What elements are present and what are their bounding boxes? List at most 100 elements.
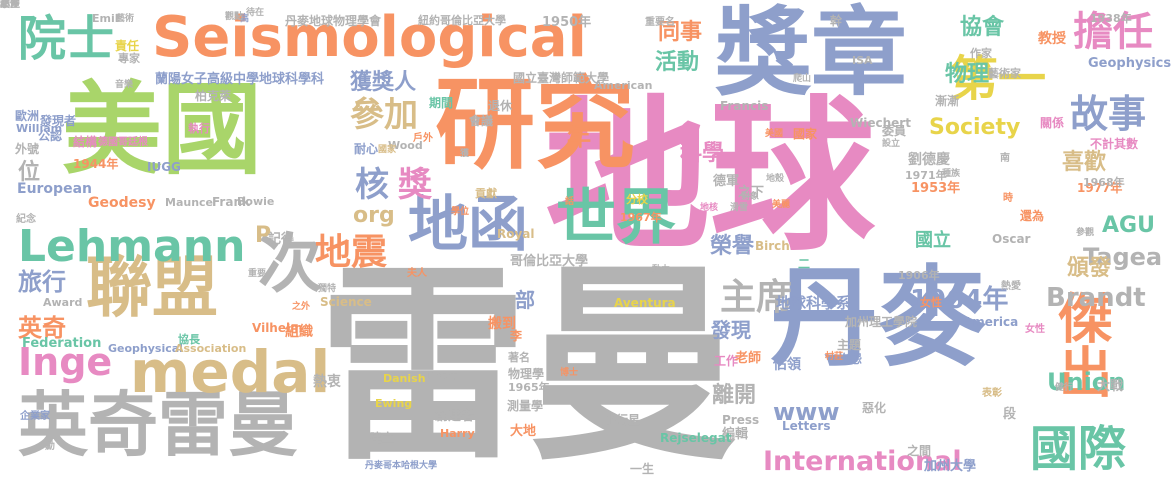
cloud-word: 1953年: [911, 181, 961, 196]
cloud-word: Association: [175, 342, 247, 355]
cloud-word: 國家: [793, 127, 818, 141]
cloud-word: 1944年: [73, 157, 119, 171]
cloud-word: 時: [1003, 193, 1013, 204]
cloud-word: Brandt: [1046, 283, 1146, 313]
cloud-word: 大戰: [1097, 379, 1124, 394]
cloud-word: 幹: [830, 14, 843, 28]
cloud-word: 戶外: [413, 133, 433, 144]
cloud-word: Lehmann: [18, 221, 246, 272]
cloud-word: 英奇雷曼: [18, 384, 298, 466]
cloud-word: 不計其數: [1090, 137, 1139, 151]
cloud-word: 健行: [1055, 383, 1074, 393]
cloud-word: Society: [929, 115, 1021, 140]
cloud-word: Frank: [212, 195, 250, 209]
cloud-word: 喜歡: [1062, 150, 1107, 175]
cloud-word: Royal: [497, 227, 535, 241]
cloud-word: 頒發: [1067, 256, 1112, 281]
cloud-word: Tagea: [1083, 243, 1163, 271]
cloud-word: 獎: [398, 165, 432, 205]
cloud-word: 劉德慶: [908, 152, 950, 168]
cloud-word: William: [16, 122, 63, 135]
cloud-word: org: [353, 203, 395, 228]
cloud-word: 傑出: [1049, 290, 1112, 398]
cloud-word: 科學: [680, 141, 725, 166]
cloud-word: 觀點: [225, 12, 244, 22]
cloud-word: 藝術家: [988, 67, 1021, 80]
cloud-word: 美麗: [772, 200, 791, 210]
cloud-word: International: [763, 446, 962, 477]
cloud-word: 北: [0, 0, 10, 10]
cloud-word: 獲獎人: [350, 70, 417, 95]
cloud-word: 小屋: [0, 0, 20, 10]
cloud-word: 歐洲: [15, 109, 40, 123]
cloud-word: 佔領: [773, 357, 801, 373]
cloud-word: 加州大學: [924, 459, 977, 474]
cloud-word: 學位: [451, 207, 470, 217]
cloud-word: 參觀: [1076, 228, 1095, 238]
cloud-word: AGU: [1102, 213, 1155, 238]
cloud-word: 博士: [560, 368, 579, 378]
cloud-word: 重要: [248, 269, 267, 279]
cloud-word: 國家: [378, 145, 397, 155]
cloud-word: 教授: [1038, 31, 1066, 47]
cloud-word: 搬到: [488, 316, 516, 332]
cloud-word: 爬山: [793, 74, 812, 84]
cloud-word: 擔任: [1073, 9, 1153, 55]
cloud-word: 主席: [720, 277, 793, 318]
cloud-word: Oscar: [992, 232, 1031, 246]
cloud-word: 之間: [907, 444, 932, 458]
cloud-word: Geodesy: [88, 195, 156, 211]
cloud-word: 耐心: [354, 142, 379, 156]
cloud-word: Geophysical: [108, 342, 183, 355]
cloud-word: 美國: [62, 71, 262, 188]
cloud-word: 音樂: [115, 80, 134, 90]
cloud-word: 對象: [741, 192, 760, 202]
cloud-word: Press: [722, 413, 760, 427]
cloud-word: 發現者: [40, 114, 77, 128]
cloud-word: 地函: [408, 190, 528, 260]
cloud-word: 一生: [630, 462, 655, 476]
cloud-word: 年: [567, 123, 591, 151]
cloud-word: Birch: [755, 239, 790, 253]
cloud-word: 獲: [460, 149, 470, 159]
cloud-word: 協長: [178, 333, 200, 346]
cloud-word: Wiechert: [850, 116, 911, 130]
cloud-word: 院士: [18, 11, 115, 67]
cloud-word: 丹麥哥本哈根大學: [365, 461, 438, 471]
cloud-word: 獎章: [715, 0, 907, 109]
cloud-word: Wood: [388, 139, 423, 152]
cloud-word: 種族: [942, 169, 961, 179]
cloud-word: 設立: [882, 139, 901, 149]
cloud-word: European: [17, 181, 92, 197]
cloud-word: 老師: [735, 351, 762, 366]
cloud-word: 丹麥: [770, 256, 987, 381]
cloud-word: 地球: [545, 81, 875, 273]
cloud-word: Geophysics: [1088, 56, 1172, 71]
cloud-word: medal: [130, 338, 331, 406]
cloud-word: 企業家: [20, 411, 50, 422]
cloud-word: 1938年: [1090, 12, 1132, 25]
cloud-word: 工作: [714, 354, 739, 368]
cloud-word: 執行: [188, 122, 210, 135]
cloud-word: 美國: [765, 129, 784, 139]
cloud-word: 物理學: [508, 367, 545, 381]
cloud-word: 大地: [510, 424, 537, 439]
cloud-word: 之下: [738, 185, 765, 200]
cloud-word: 之外: [292, 302, 311, 312]
cloud-word: Maunce: [165, 196, 214, 209]
cloud-word: 高: [240, 14, 250, 24]
cloud-word: 熱衷: [313, 374, 341, 390]
cloud-word: 話: [565, 197, 575, 207]
cloud-word: America: [963, 315, 1019, 329]
cloud-word: 編輯: [722, 427, 749, 442]
cloud-word: 惡化: [862, 401, 887, 415]
cloud-word: 委員: [882, 124, 907, 138]
cloud-word: 關係: [1040, 116, 1065, 130]
cloud-word: 抱怨: [838, 352, 863, 366]
cloud-word: www: [773, 398, 840, 426]
cloud-word: Vilhelm: [252, 321, 303, 335]
cloud-word: Harry: [440, 427, 475, 440]
cloud-word: 雷曼: [318, 244, 739, 482]
cloud-word: 物理: [945, 62, 990, 87]
